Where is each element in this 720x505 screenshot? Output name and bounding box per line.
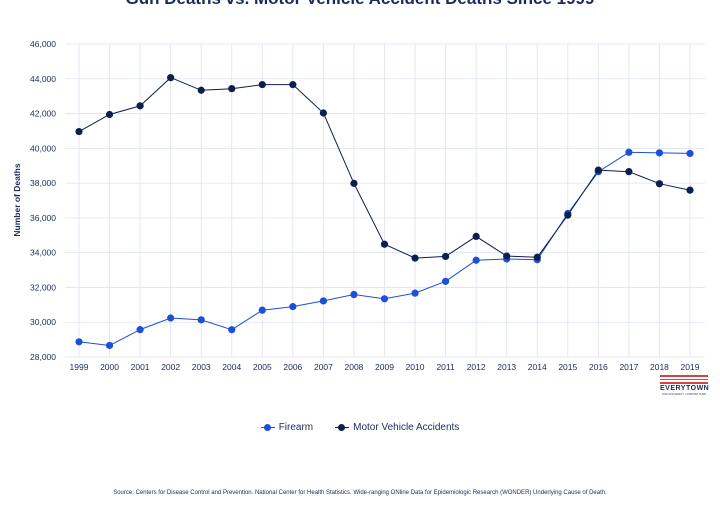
y-tick-label: 36,000 bbox=[30, 213, 56, 223]
data-point-motor-vehicle[interactable] bbox=[258, 80, 266, 89]
source-note: Source: Centers for Disease Control and … bbox=[113, 490, 607, 496]
x-tick-label: 2002 bbox=[161, 362, 180, 372]
data-point-firearm[interactable] bbox=[686, 149, 694, 158]
legend-label-motor-vehicle: Motor Vehicle Accidents bbox=[353, 422, 460, 433]
data-point-motor-vehicle[interactable] bbox=[136, 102, 144, 110]
data-point-motor-vehicle[interactable] bbox=[289, 81, 297, 89]
data-point-motor-vehicle[interactable] bbox=[594, 166, 602, 174]
everytown-logo: EVERYTOWN FOR GUN SAFETY • SUPPORT FUND bbox=[660, 375, 710, 397]
data-point-motor-vehicle[interactable] bbox=[105, 110, 114, 119]
x-tick-label: 2010 bbox=[406, 362, 425, 372]
x-tick-label: 2018 bbox=[650, 362, 669, 372]
grid-lines bbox=[65, 43, 705, 358]
x-tick-label: 2012 bbox=[467, 362, 486, 372]
x-tick-label: 2003 bbox=[192, 362, 211, 372]
data-point-firearm[interactable] bbox=[442, 277, 450, 285]
x-tick-label: 2011 bbox=[436, 362, 455, 372]
data-point-motor-vehicle[interactable] bbox=[503, 252, 511, 260]
x-tick-label: 2007 bbox=[314, 362, 333, 372]
x-tick-label: 2008 bbox=[344, 362, 363, 372]
legend: Firearm Motor Vehicle Accidents bbox=[0, 422, 720, 433]
data-point-firearm[interactable] bbox=[655, 149, 664, 157]
data-point-motor-vehicle[interactable] bbox=[75, 127, 83, 136]
x-tick-label: 2019 bbox=[681, 362, 700, 372]
data-point-firearm[interactable] bbox=[625, 148, 633, 156]
data-point-motor-vehicle[interactable] bbox=[472, 232, 480, 241]
y-axis-label: Number of Deaths bbox=[12, 163, 22, 236]
line-chart: 28,000 30,000 32,000 34,000 36,000 38,000 40,0… bbox=[12, 39, 705, 372]
legend-label-firearm: Firearm bbox=[278, 422, 314, 433]
y-tick-label: 34,000 bbox=[30, 248, 56, 258]
x-tick-label: 2017 bbox=[619, 362, 638, 372]
y-axis-ticks: 28,000 30,000 32,000 34,000 36,000 38,000 40,0… bbox=[30, 39, 56, 362]
data-point-firearm[interactable] bbox=[350, 290, 358, 299]
y-tick-label: 32,000 bbox=[30, 282, 56, 292]
y-tick-label: 40,000 bbox=[30, 143, 56, 153]
data-point-motor-vehicle[interactable] bbox=[197, 86, 205, 94]
data-point-motor-vehicle[interactable] bbox=[533, 253, 541, 261]
data-point-firearm[interactable] bbox=[105, 341, 114, 350]
data-point-firearm[interactable] bbox=[319, 297, 327, 305]
x-tick-label: 2006 bbox=[283, 362, 302, 372]
data-point-firearm[interactable] bbox=[167, 314, 175, 322]
x-tick-label: 2004 bbox=[222, 362, 241, 372]
logo-wordmark: EVERYTOWN bbox=[660, 385, 710, 392]
chart-title: Gun Deaths vs. Motor Vehicle Accident De… bbox=[0, 0, 720, 9]
y-tick-label: 38,000 bbox=[30, 178, 56, 188]
logo-tagline: FOR GUN SAFETY • SUPPORT FUND bbox=[662, 393, 706, 396]
legend-item-motor-vehicle[interactable]: Motor Vehicle Accidents bbox=[335, 422, 459, 433]
data-point-firearm[interactable] bbox=[289, 303, 297, 311]
data-point-firearm[interactable] bbox=[472, 256, 480, 264]
data-point-firearm[interactable] bbox=[197, 316, 205, 324]
data-point-motor-vehicle[interactable] bbox=[655, 180, 664, 188]
y-tick-label: 46,000 bbox=[30, 39, 56, 49]
x-tick-label: 2013 bbox=[497, 362, 516, 372]
x-tick-label: 2001 bbox=[131, 362, 150, 372]
x-tick-label: 2000 bbox=[100, 362, 119, 372]
data-point-firearm[interactable] bbox=[136, 326, 144, 334]
x-tick-label: 2014 bbox=[528, 362, 547, 372]
data-point-motor-vehicle[interactable] bbox=[350, 179, 358, 187]
data-point-motor-vehicle[interactable] bbox=[411, 254, 419, 262]
y-tick-label: 28,000 bbox=[30, 352, 56, 362]
y-tick-label: 44,000 bbox=[30, 74, 56, 84]
firearm-line-icon bbox=[260, 423, 275, 433]
x-tick-label: 2009 bbox=[375, 362, 394, 372]
legend-item-firearm[interactable]: Firearm bbox=[260, 422, 314, 433]
data-point-motor-vehicle[interactable] bbox=[319, 109, 327, 117]
data-point-motor-vehicle[interactable] bbox=[380, 240, 389, 248]
x-axis-ticks: 1999 2000 2001 2002 2003 2004 2005 2006 2007 2008… bbox=[70, 362, 700, 372]
y-tick-label: 30,000 bbox=[30, 317, 56, 327]
data-point-motor-vehicle[interactable] bbox=[228, 85, 236, 93]
data-point-motor-vehicle[interactable] bbox=[442, 252, 450, 261]
data-point-firearm[interactable] bbox=[258, 306, 266, 314]
motor-vehicle-line-icon bbox=[335, 423, 350, 433]
x-tick-label: 2016 bbox=[589, 362, 608, 372]
data-point-firearm[interactable] bbox=[75, 338, 83, 346]
data-point-firearm[interactable] bbox=[411, 289, 419, 297]
data-point-motor-vehicle[interactable] bbox=[686, 186, 694, 194]
y-tick-label: 42,000 bbox=[30, 109, 56, 119]
x-tick-label: 1999 bbox=[70, 362, 89, 372]
data-point-motor-vehicle[interactable] bbox=[625, 168, 633, 176]
data-point-firearm[interactable] bbox=[228, 326, 236, 334]
data-point-motor-vehicle[interactable] bbox=[564, 211, 572, 219]
data-point-motor-vehicle[interactable] bbox=[167, 74, 175, 82]
x-tick-label: 2005 bbox=[253, 362, 272, 372]
data-point-firearm[interactable] bbox=[380, 295, 389, 303]
series-group bbox=[75, 74, 694, 350]
x-tick-label: 2015 bbox=[558, 362, 577, 372]
flag-icon bbox=[660, 375, 708, 384]
